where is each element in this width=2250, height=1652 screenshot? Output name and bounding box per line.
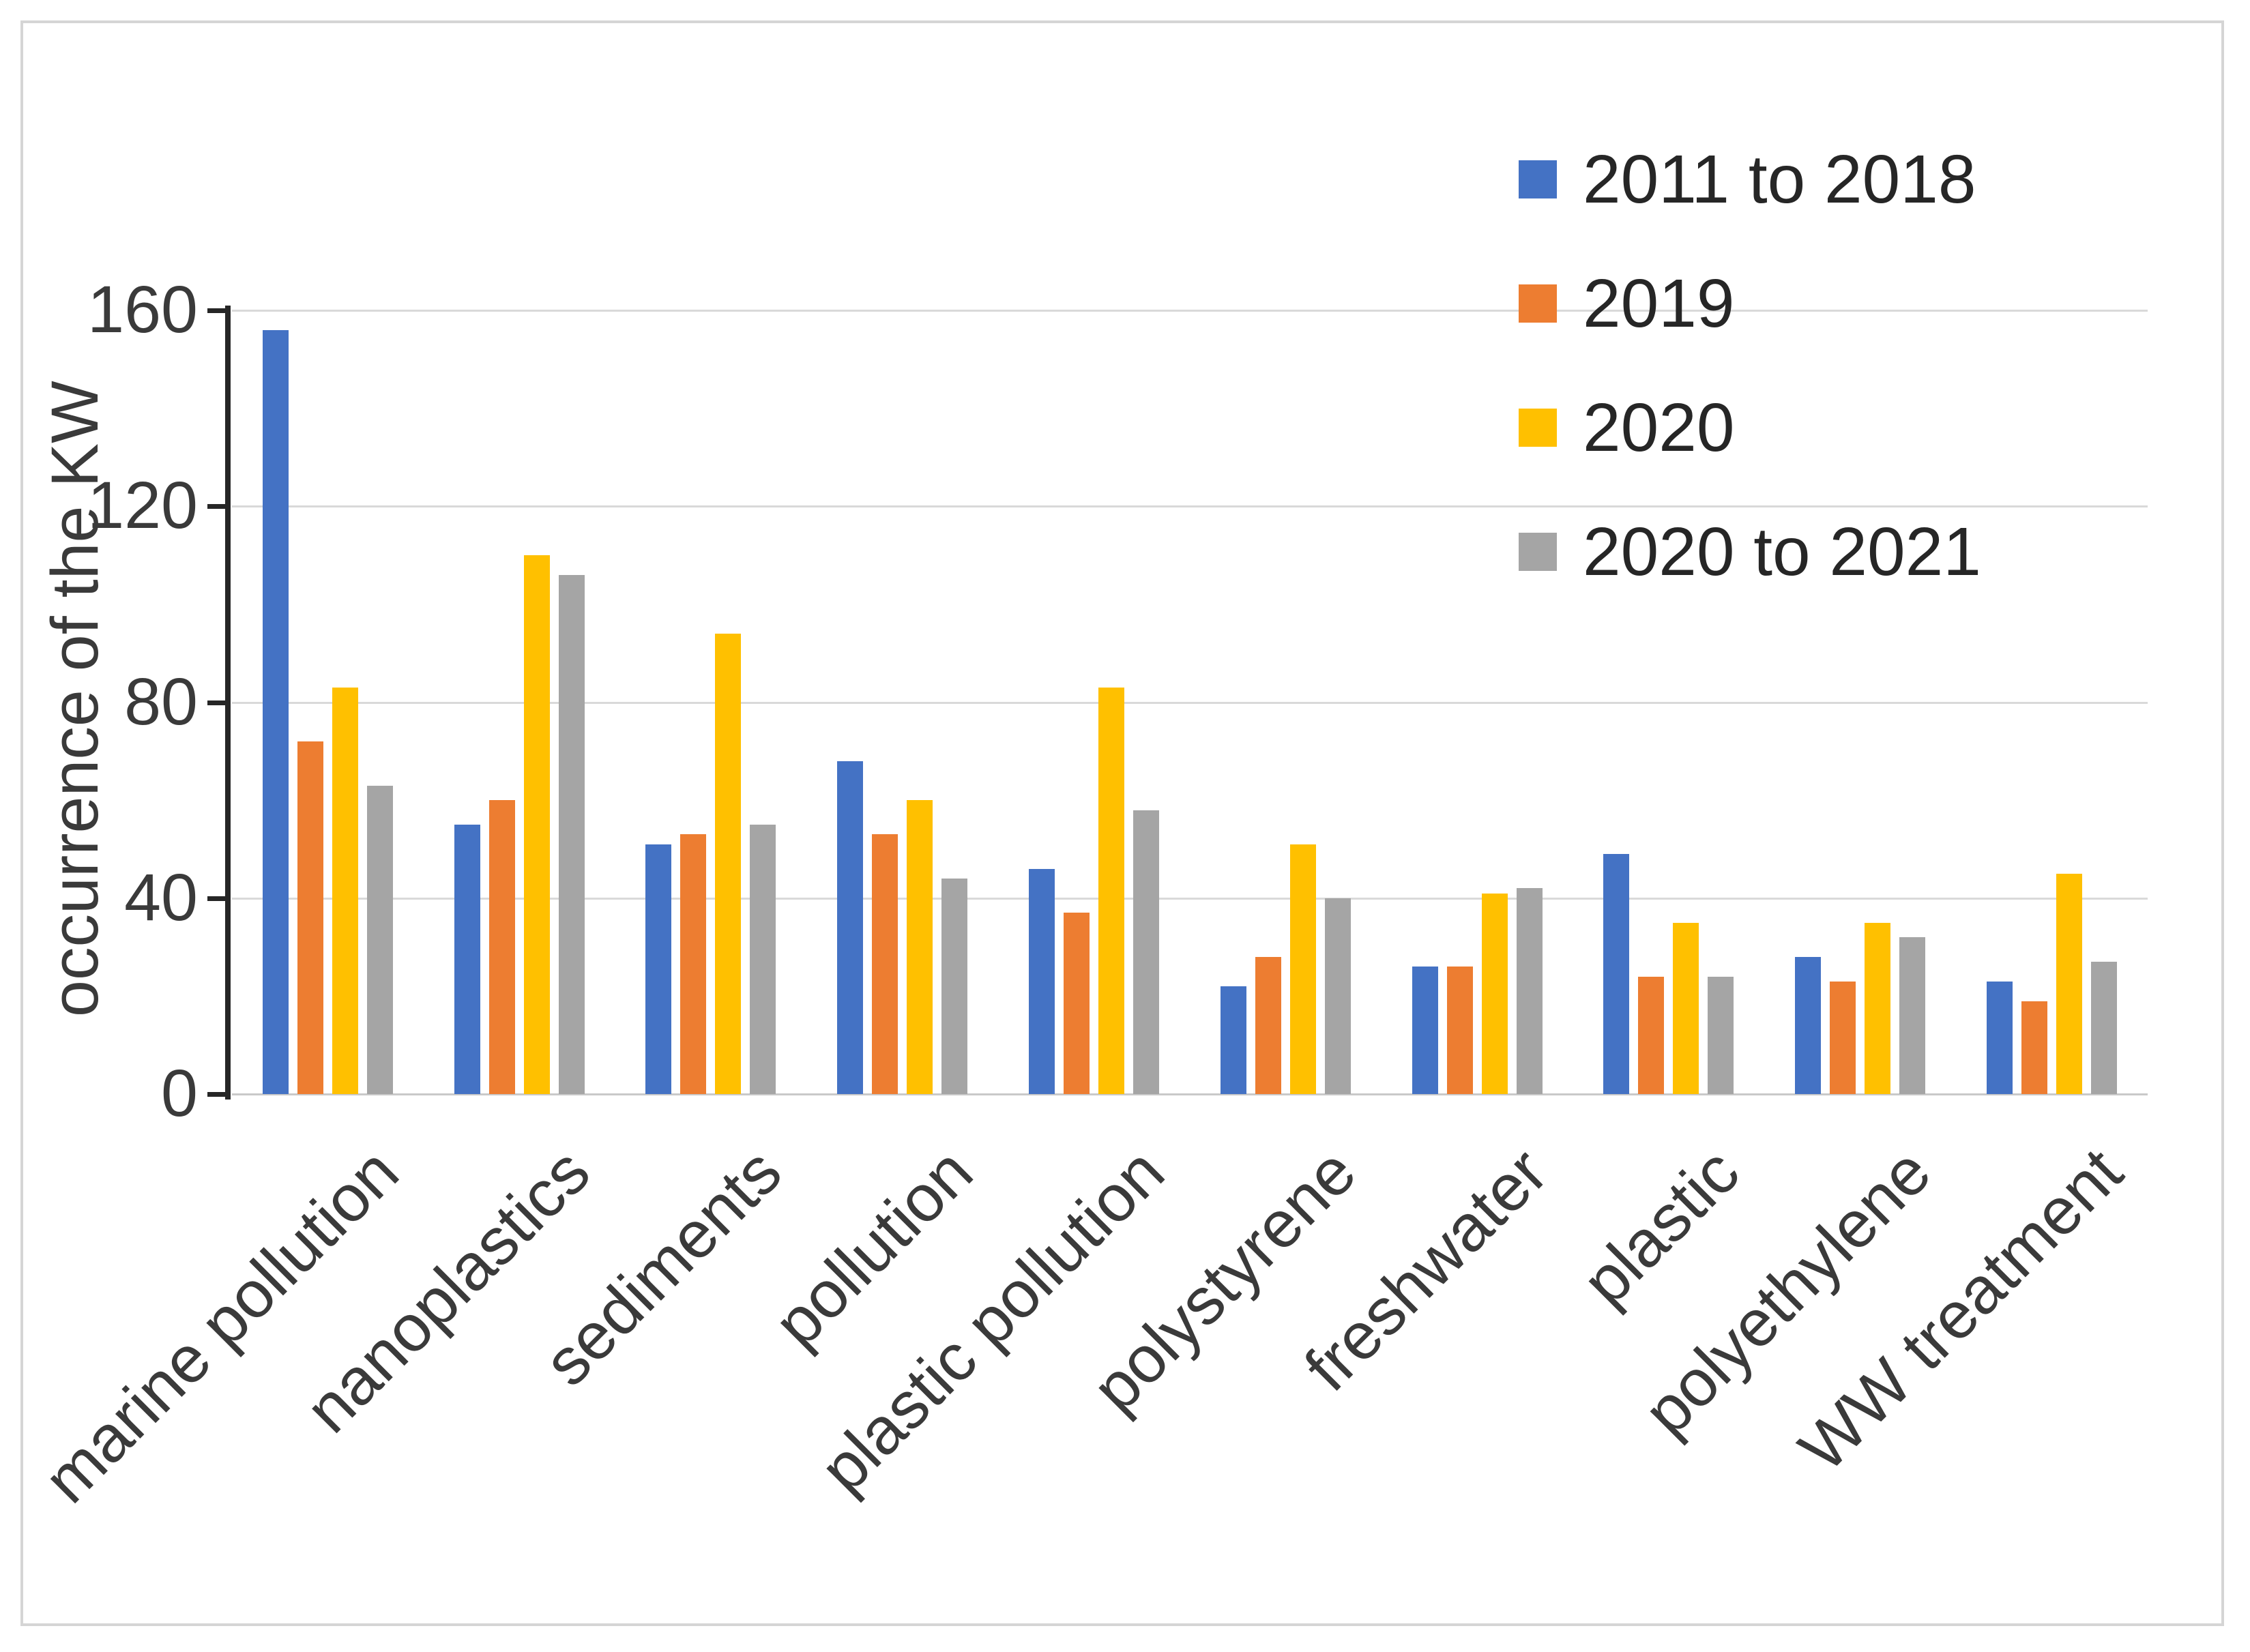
bar-2019-marine-pollution xyxy=(297,741,323,1094)
bar-2011-to-2018-marine-pollution xyxy=(262,329,289,1094)
legend-swatch-icon xyxy=(1519,160,1557,198)
bar-2020-to-2021-plastic xyxy=(1708,976,1734,1094)
bar-2020-pollution xyxy=(907,800,933,1094)
gridline-160 xyxy=(232,310,2148,312)
bar-2011-to-2018-plastic xyxy=(1603,854,1630,1094)
bar-group-pollution xyxy=(806,310,998,1094)
bar-2020-to-2021-freshwater xyxy=(1516,888,1543,1094)
bar-group-polystyrene xyxy=(1190,310,1382,1094)
bar-2020-freshwater xyxy=(1481,893,1508,1094)
bar-2019-freshwater xyxy=(1446,967,1473,1094)
bar-2020-to-2021-pollution xyxy=(941,879,968,1094)
bar-2020-to-2021-sediments xyxy=(750,825,776,1094)
bar-2019-nanoplastics xyxy=(488,800,515,1094)
bar-group-plastic xyxy=(1573,310,1765,1094)
bar-2020-plastic xyxy=(1673,922,1699,1094)
bar-2019-plastic xyxy=(1638,976,1665,1094)
gridline-80 xyxy=(232,701,2148,704)
bar-2020-to-2021-polystyrene xyxy=(1324,898,1351,1094)
bar-group-sediments xyxy=(615,310,807,1094)
legend-swatch-icon xyxy=(1519,533,1557,571)
legend-label: 2020 to 2021 xyxy=(1583,514,1981,590)
y-tick-80 xyxy=(207,700,228,705)
bar-2011-to-2018-sediments xyxy=(645,844,672,1094)
bar-2011-to-2018-nanoplastics xyxy=(454,825,480,1094)
bar-2019-plastic-pollution xyxy=(1064,913,1090,1094)
y-tick-label-160: 160 xyxy=(87,272,198,346)
bar-group-WW-treatment xyxy=(1956,310,2148,1094)
legend-item-2011-to-2018: 2011 to 2018 xyxy=(1519,142,1976,217)
y-tick-120 xyxy=(207,504,228,510)
legend-label: 2011 to 2018 xyxy=(1583,141,1976,218)
legend-item-2020-to-2021: 2020 to 2021 xyxy=(1519,514,1981,589)
bar-group-freshwater xyxy=(1382,310,1573,1094)
legend-item-2020: 2020 xyxy=(1519,390,1734,465)
x-axis-baseline xyxy=(232,1093,2148,1095)
bar-group-polyethylene xyxy=(1764,310,1956,1094)
bar-2020-plastic-pollution xyxy=(1098,687,1125,1094)
y-tick-160 xyxy=(207,308,228,313)
legend-swatch-icon xyxy=(1519,409,1557,447)
bar-2020-polystyrene xyxy=(1289,844,1316,1094)
bar-2011-to-2018-polyethylene xyxy=(1795,956,1822,1094)
legend-label: 2019 xyxy=(1583,265,1735,342)
bar-2020-polyethylene xyxy=(1865,922,1891,1094)
bar-2019-sediments xyxy=(680,834,707,1094)
bar-group-nanoplastics xyxy=(424,310,615,1094)
gridline-40 xyxy=(232,897,2148,900)
bar-2020-to-2021-polyethylene xyxy=(1899,937,1926,1094)
bar-2011-to-2018-pollution xyxy=(837,761,864,1094)
legend-swatch-icon xyxy=(1519,284,1557,323)
bar-group-marine-pollution xyxy=(232,310,424,1094)
y-tick-label-0: 0 xyxy=(161,1056,198,1130)
bar-group-plastic-pollution xyxy=(998,310,1190,1094)
y-axis-line xyxy=(225,306,231,1100)
bar-2019-WW-treatment xyxy=(2021,1001,2048,1094)
bar-2011-to-2018-plastic-pollution xyxy=(1029,868,1055,1094)
bar-2020-WW-treatment xyxy=(2056,873,2083,1094)
bar-2020-marine-pollution xyxy=(332,687,358,1094)
bar-2011-to-2018-WW-treatment xyxy=(1987,981,2013,1094)
y-tick-label-40: 40 xyxy=(124,859,198,934)
bar-2020-nanoplastics xyxy=(523,555,550,1094)
y-tick-label-120: 120 xyxy=(87,468,198,543)
legend-item-2019: 2019 xyxy=(1519,266,1734,341)
bar-2020-to-2021-plastic-pollution xyxy=(1133,810,1160,1094)
legend-label: 2020 xyxy=(1583,389,1735,466)
bar-2011-to-2018-freshwater xyxy=(1412,967,1438,1094)
y-tick-0 xyxy=(207,1092,228,1097)
bar-2011-to-2018-polystyrene xyxy=(1220,986,1246,1094)
bar-2019-pollution xyxy=(872,834,898,1094)
y-tick-label-80: 80 xyxy=(124,664,198,739)
bar-2020-to-2021-WW-treatment xyxy=(2091,962,2118,1094)
bar-2020-to-2021-marine-pollution xyxy=(366,785,393,1094)
gridline-120 xyxy=(232,505,2148,508)
bar-2019-polystyrene xyxy=(1255,956,1281,1094)
plot-area xyxy=(232,310,2148,1095)
bar-2019-polyethylene xyxy=(1830,981,1856,1094)
bar-2020-to-2021-nanoplastics xyxy=(558,574,585,1094)
y-tick-40 xyxy=(207,896,228,901)
bar-2020-sediments xyxy=(715,633,742,1094)
